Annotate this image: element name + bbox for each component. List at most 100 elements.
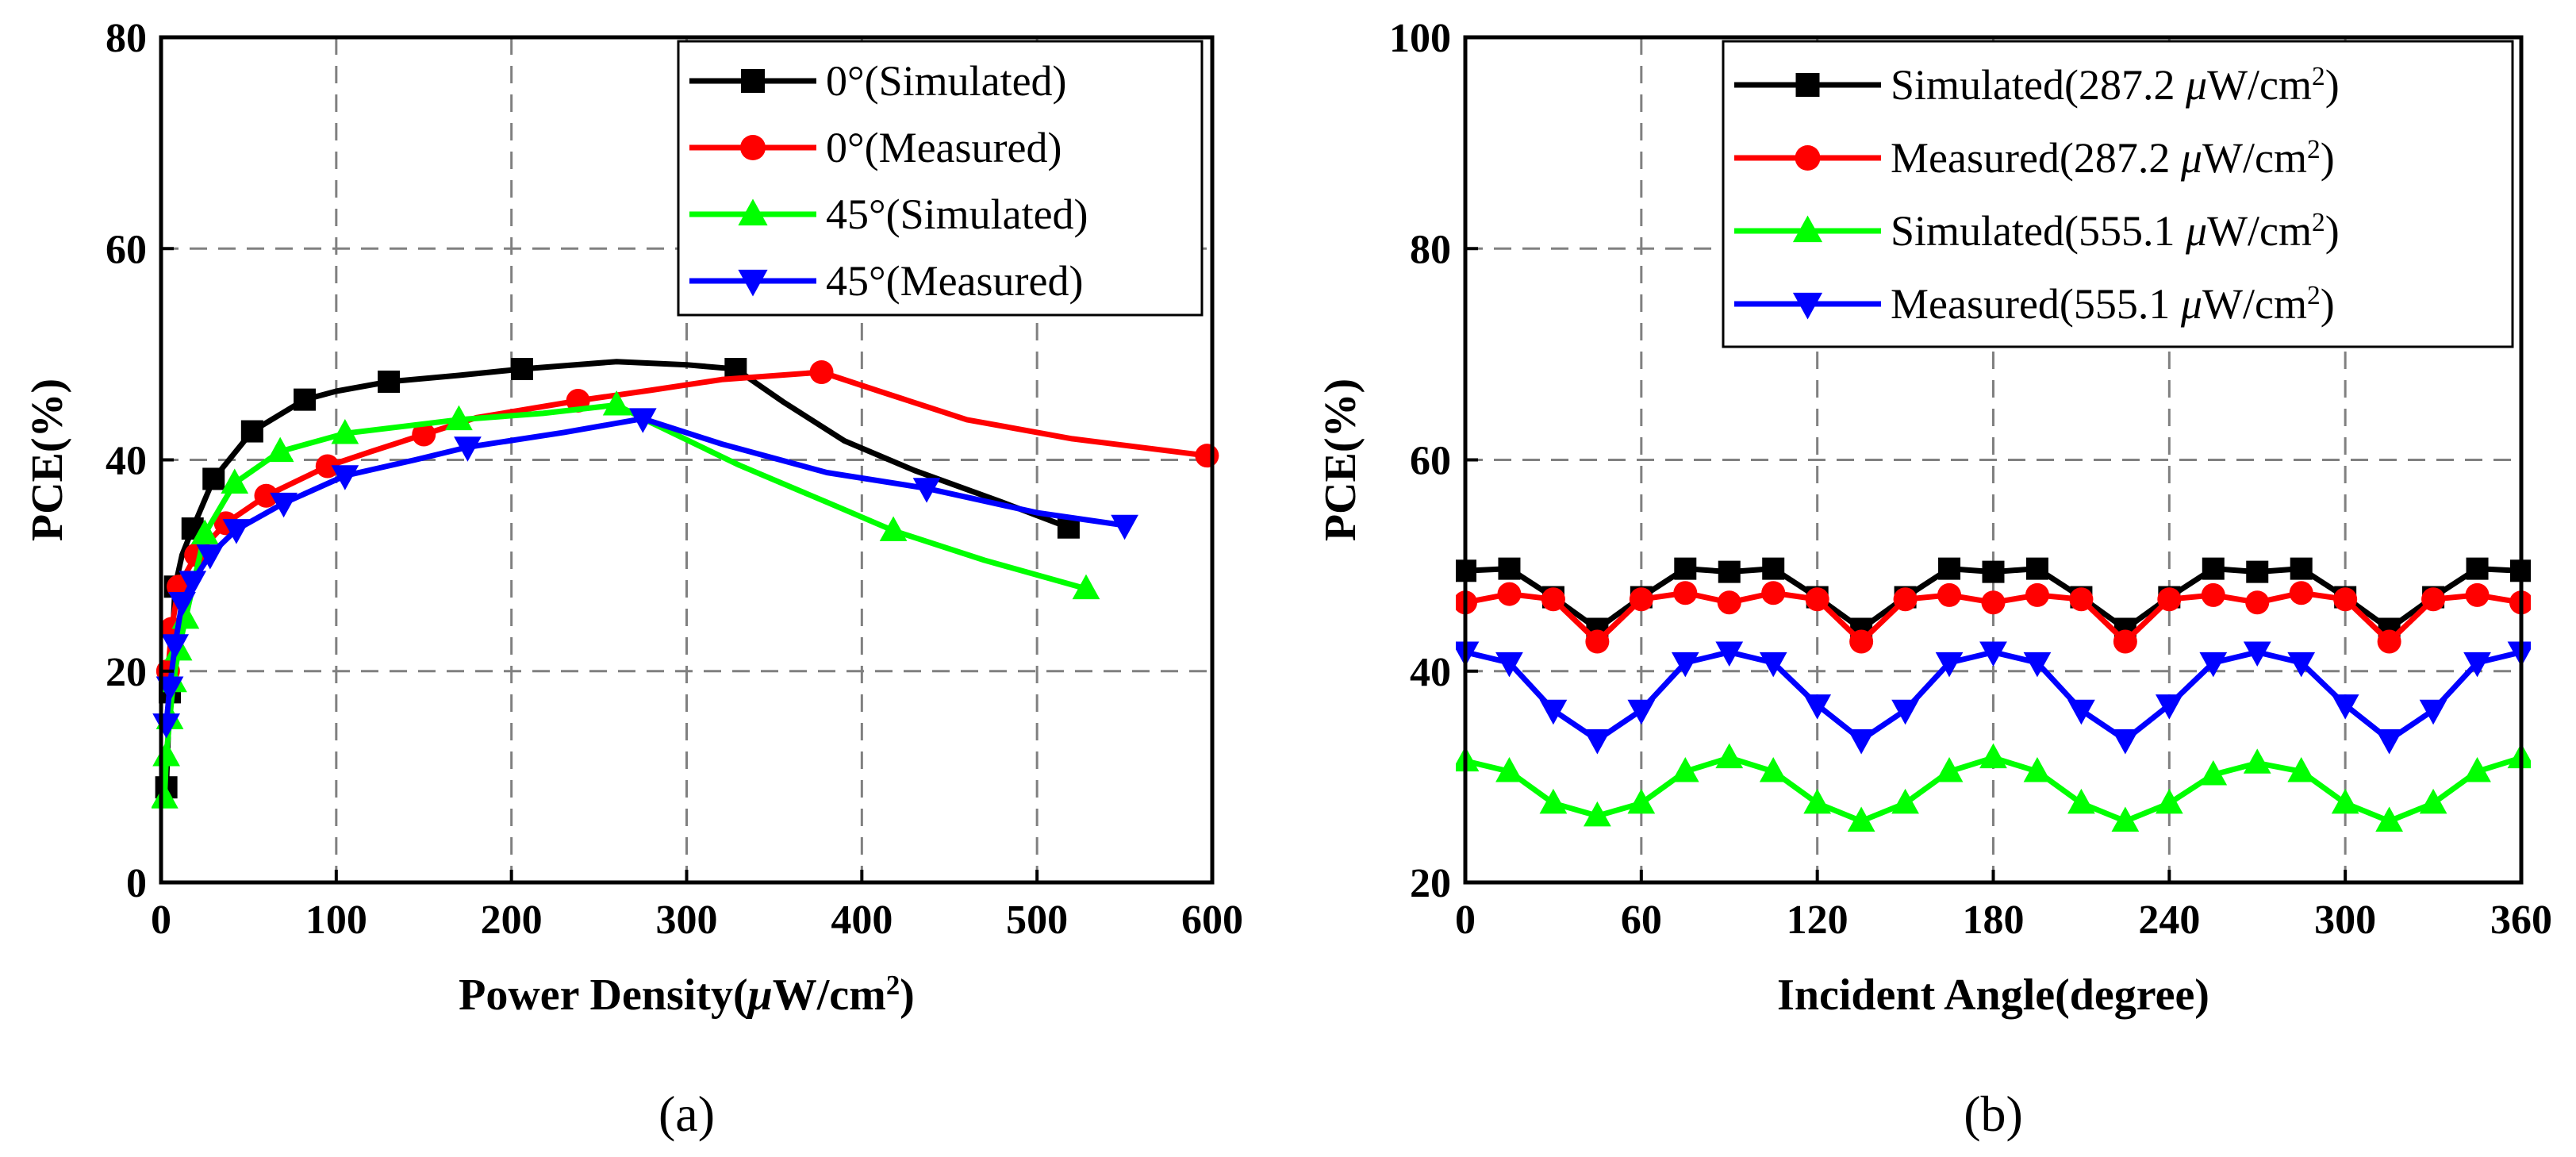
b-legend-marker-measured-555-1-w-cm [1792,292,1823,320]
b-point-simulated-555-1-w-cm-18 [2243,748,2271,774]
a-point-45-measured-4 [179,571,207,596]
b-point-measured-555-1-w-cm-1 [1495,652,1523,678]
a-point-0-measured-6 [315,454,340,479]
b-point-simulated-555-1-w-cm-1 [1495,756,1523,782]
b-point-simulated-287-2-w-cm-12 [1982,560,2005,583]
b-point-simulated-555-1-w-cm-3 [1584,801,1611,827]
a-panel-label: (a) [658,1086,715,1142]
b-point-measured-555-1-w-cm-2 [1539,699,1568,725]
b-point-measured-555-1-w-cm-8 [1803,694,1832,720]
b-point-simulated-555-1-w-cm-9 [1847,806,1875,832]
b-point-simulated-555-1-w-cm-14 [2067,788,2095,814]
a-legend-label-45-measured: 45°(Measured) [826,257,1083,305]
b-point-measured-287-2-w-cm-11 [1937,582,1962,607]
b-point-measured-555-1-w-cm-17 [2199,652,2228,678]
b-point-simulated-555-1-w-cm-5 [1671,756,1699,782]
b-point-measured-555-1-w-cm-9 [1847,729,1875,755]
b-point-simulated-555-1-w-cm-2 [1539,788,1568,814]
b-y-axis-title: PCE(%) [1316,379,1365,541]
a-point-45-measured-9 [454,436,482,462]
b-x-tick-label-180: 180 [1963,898,2025,943]
b-point-simulated-555-1-w-cm-6 [1715,743,1744,769]
a-point-0-simulated-4 [202,467,225,490]
b-x-tick-label-0: 0 [1455,898,1476,943]
a-point-45-simulated-6 [190,519,219,544]
b-point-measured-555-1-w-cm-16 [2155,694,2183,720]
a-point-45-measured-11 [912,478,941,503]
a-ticks: 0 100 200 300 400 500 600 0 20 40 60 80 [106,16,1243,943]
b-x-tick-label-360: 360 [2490,898,2552,943]
a-legend-label-0-simulated: 0°(Simulated) [826,57,1067,105]
b-series-measured-555-1-w-cm [1456,641,2531,755]
a-y-tick-label-0: 0 [126,861,147,906]
a-series-layer [152,358,1219,809]
b-legend-label-simulated-555-1-w-cm: Simulated(555.1 μW/cm2) [1891,207,2340,255]
b-point-measured-555-1-w-cm-24 [2507,641,2531,667]
b-point-simulated-287-2-w-cm-1 [1498,557,1521,580]
b-point-measured-287-2-w-cm-4 [1629,587,1653,612]
b-panel-label: (b) [1964,1086,2023,1142]
b-point-measured-555-1-w-cm-18 [2243,641,2271,667]
b-point-measured-555-1-w-cm-10 [1891,699,1919,725]
b-ticks: 0 60 120 180 240 300 360 20 40 60 80 100 [1389,16,2552,943]
b-point-measured-555-1-w-cm-21 [2375,729,2403,755]
b-point-simulated-287-2-w-cm-18 [2246,560,2269,583]
b-point-measured-555-1-w-cm-19 [2287,652,2316,678]
a-line-45-measured [163,416,1126,725]
b-x-tick-label-240: 240 [2138,898,2200,943]
b-legend-label-simulated-287-2-w-cm: Simulated(287.2 μW/cm2) [1891,61,2340,109]
a-point-0-measured-9 [809,360,834,385]
b-point-simulated-555-1-w-cm-15 [2111,806,2140,832]
a-point-0-simulated-7 [378,370,401,393]
b-x-tick-label-300: 300 [2314,898,2376,943]
b-point-measured-555-1-w-cm-20 [2331,694,2359,720]
a-legend-label-0-measured: 0°(Measured) [826,124,1061,171]
b-point-measured-287-2-w-cm-12 [1981,590,2006,615]
b-point-measured-287-2-w-cm-20 [2333,587,2358,612]
a-point-45-simulated-10 [445,405,473,431]
b-series-simulated-555-1-w-cm [1456,743,2531,832]
b-point-simulated-287-2-w-cm-7 [1762,557,1785,580]
b-point-measured-287-2-w-cm-7 [1761,581,1786,605]
b-point-simulated-287-2-w-cm-23 [2466,557,2489,580]
a-y-tick-label-40: 40 [106,439,147,484]
a-y-axis-title: PCE(%) [23,379,72,541]
b-x-axis-title: Incident Angle(degree) [1777,971,2209,1020]
b-legend-box [1722,40,2514,348]
a-point-45-simulated-1 [152,741,180,767]
b-point-simulated-555-1-w-cm-19 [2287,756,2316,782]
b-point-simulated-555-1-w-cm-23 [2463,756,2491,782]
b-y-tick-label-20: 20 [1410,861,1451,906]
b-point-measured-555-1-w-cm-0 [1456,641,1480,667]
b-point-measured-287-2-w-cm-19 [2289,581,2313,605]
a-point-45-measured-2 [161,634,190,659]
b-y-tick-label-40: 40 [1410,650,1451,695]
b-legend-label-measured-287-2-w-cm: Measured(287.2 μW/cm2) [1891,134,2335,182]
a-y-tick-label-80: 80 [106,16,147,61]
b-point-measured-287-2-w-cm-18 [2245,590,2270,615]
a-legend-marker-0-simulated [741,69,765,93]
b-series-measured-287-2-w-cm [1456,581,2531,654]
b-point-simulated-555-1-w-cm-22 [2419,788,2447,814]
b-x-tick-label-120: 120 [1787,898,1849,943]
b-point-simulated-287-2-w-cm-11 [1938,557,1961,580]
b-point-simulated-555-1-w-cm-4 [1627,788,1656,814]
b-point-simulated-555-1-w-cm-24 [2507,743,2531,769]
a-x-tick-label-600: 600 [1181,898,1243,943]
a-legend-item-45-simulated: 45°(Simulated) [689,190,1088,238]
a-series-45-measured [152,408,1138,739]
b-point-measured-287-2-w-cm-1 [1497,582,1522,606]
a-point-0-simulated-6 [294,388,317,411]
b-point-measured-287-2-w-cm-9 [1849,629,1874,654]
b-point-measured-287-2-w-cm-5 [1673,581,1698,605]
b-point-measured-555-1-w-cm-14 [2067,699,2095,725]
a-point-45-measured-12 [1111,514,1138,540]
b-point-measured-555-1-w-cm-7 [1759,652,1787,678]
b-point-measured-287-2-w-cm-16 [2157,587,2182,612]
b-y-tick-label-100: 100 [1389,16,1451,61]
a-legend-marker-45-measured [738,269,768,297]
b-x-tick-label-60: 60 [1621,898,1662,943]
b-legend-marker-measured-287-2-w-cm [1795,145,1821,171]
a-line-45-simulated [161,402,1087,798]
